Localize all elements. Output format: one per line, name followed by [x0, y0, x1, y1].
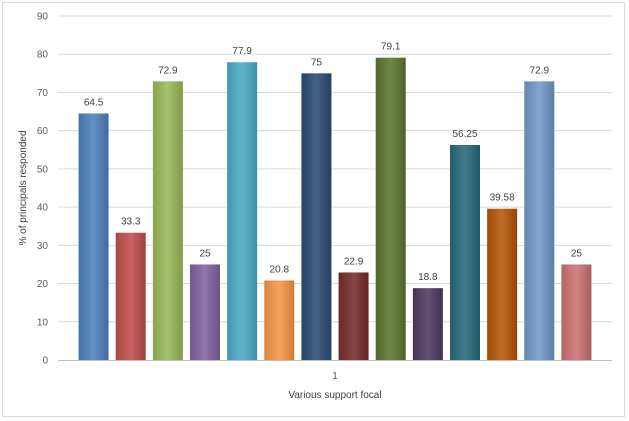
data-labels: 64.5 33.3 72.9 25 77.9 20.8 75 22.9 79.1 18.8 56.2… — [84, 42, 583, 283]
data-label: 20.8 — [270, 264, 290, 275]
bar — [450, 145, 480, 360]
y-tick-label: 90 — [37, 12, 49, 23]
gridlines — [58, 15, 612, 323]
bar — [487, 208, 518, 360]
data-label: 33.3 — [121, 217, 141, 228]
x-tick-label: 1 — [332, 371, 338, 382]
y-axis-title: % of principals responded — [18, 130, 29, 245]
bar — [227, 62, 258, 360]
data-label: 72.9 — [158, 65, 178, 76]
y-tick-label: 60 — [37, 126, 49, 137]
x-axis-title: Various support focal — [288, 390, 381, 401]
data-label: 64.5 — [84, 97, 104, 108]
y-tick-label: 80 — [37, 50, 49, 61]
bar — [524, 81, 555, 361]
data-label: 22.9 — [344, 256, 364, 267]
bar — [301, 73, 332, 360]
y-tick-label: 10 — [37, 317, 49, 328]
bars — [78, 57, 592, 361]
data-label: 39.58 — [490, 193, 515, 204]
data-label: 75 — [311, 57, 323, 68]
data-label: 72.9 — [530, 65, 550, 76]
data-label: 77.9 — [232, 46, 252, 57]
y-tick-label: 30 — [37, 241, 49, 252]
y-tick-label: 20 — [37, 279, 49, 290]
y-axis-ticks: 0 10 20 30 40 50 60 70 80 90 — [37, 12, 49, 367]
bar — [190, 264, 220, 360]
data-label: 25 — [571, 248, 583, 259]
bar — [152, 81, 183, 361]
bar — [338, 272, 369, 360]
bar — [412, 288, 443, 360]
y-tick-label: 50 — [37, 164, 49, 175]
data-label: 25 — [199, 248, 211, 259]
data-label: 18.8 — [418, 272, 438, 283]
y-tick-label: 0 — [42, 356, 48, 367]
bar — [78, 113, 109, 360]
bar — [115, 232, 146, 360]
data-label: 56.25 — [452, 129, 477, 140]
bar — [264, 280, 295, 360]
bar — [375, 57, 406, 360]
bar — [561, 264, 592, 360]
data-label: 79.1 — [381, 42, 401, 53]
y-tick-label: 40 — [37, 203, 49, 214]
y-tick-label: 70 — [37, 88, 49, 99]
